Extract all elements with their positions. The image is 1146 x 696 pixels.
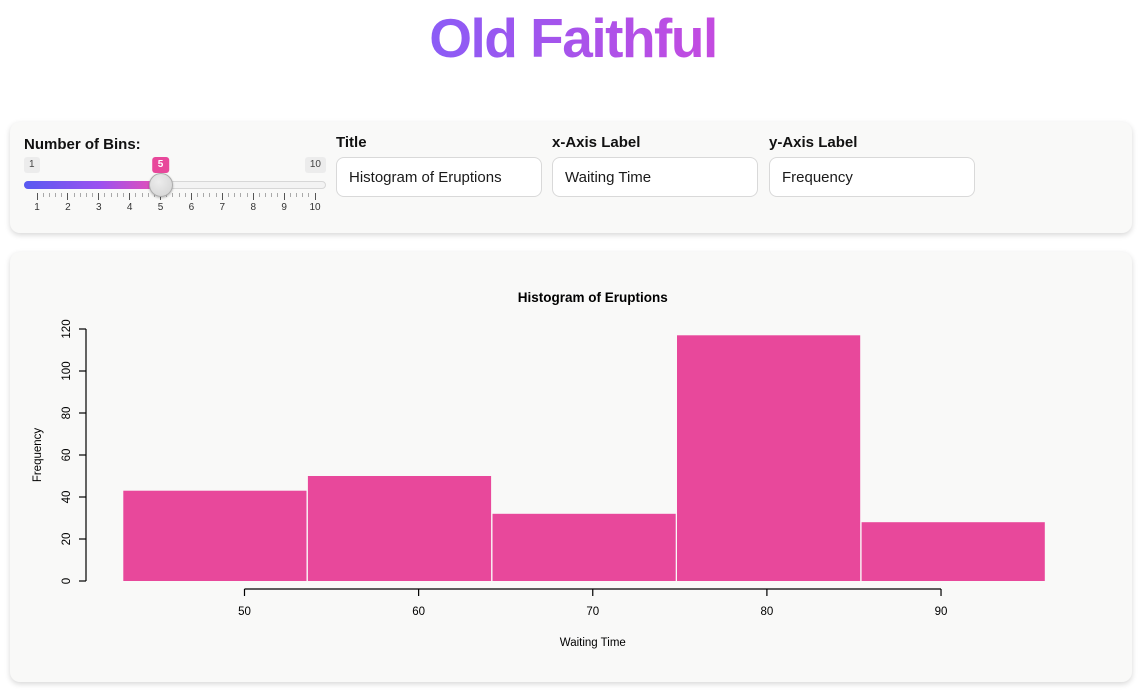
slider-minor-tick bbox=[203, 193, 205, 197]
slider-minor-tick bbox=[122, 193, 124, 197]
slider-minor-tick bbox=[178, 193, 180, 197]
slider-tick-label: 4 bbox=[126, 202, 133, 213]
slider-minor-tick bbox=[197, 193, 199, 197]
slider-tick-label: 7 bbox=[219, 202, 226, 213]
slider-minor-tick bbox=[209, 193, 211, 197]
y-tick-label: 0 bbox=[61, 578, 73, 584]
slider-tick bbox=[67, 193, 69, 200]
slider-minor-tick bbox=[184, 193, 186, 197]
slider-tick bbox=[129, 193, 131, 200]
slider-minor-tick bbox=[240, 193, 242, 197]
y-axis-title: Frequency bbox=[32, 428, 44, 483]
slider-tick-label: 8 bbox=[250, 202, 256, 213]
slider-min-badge: 1 bbox=[24, 157, 40, 173]
yaxis-label-input-group: y-Axis Label bbox=[769, 134, 975, 197]
slider-minor-tick bbox=[73, 193, 75, 197]
bins-slider-label: Number of Bins: bbox=[24, 136, 141, 153]
controls-panel: Number of Bins: 1 10 5 1 2 3 4 5 6 7 8 9 10 Title… bbox=[10, 122, 1132, 233]
slider-minor-tick bbox=[265, 193, 267, 197]
chart-title: Histogram of Eruptions bbox=[518, 290, 668, 305]
y-tick-label: 120 bbox=[61, 319, 73, 338]
x-tick-label: 60 bbox=[412, 606, 425, 618]
histogram-bar bbox=[861, 522, 1045, 581]
slider-tick-label: 1 bbox=[34, 202, 40, 213]
y-tick-label: 100 bbox=[61, 361, 73, 380]
slider-minor-tick bbox=[79, 193, 81, 197]
histogram-bar bbox=[492, 513, 676, 581]
slider-tick bbox=[190, 193, 192, 200]
slider-minor-tick bbox=[92, 193, 94, 197]
y-tick-label: 40 bbox=[61, 491, 73, 504]
slider-minor-tick bbox=[246, 193, 248, 197]
histogram-bar bbox=[123, 490, 307, 581]
slider-tick bbox=[221, 193, 223, 200]
histogram-plot: 0 20 40 60 80 100 120 Frequency 50 60 70 80 90 Waitin… bbox=[32, 290, 1045, 649]
slider-minor-tick bbox=[147, 193, 149, 197]
slider-minor-tick bbox=[258, 193, 260, 197]
slider-minor-tick bbox=[104, 193, 106, 197]
x-tick-label: 90 bbox=[935, 606, 948, 618]
slider-minor-tick bbox=[42, 193, 44, 197]
slider-minor-tick bbox=[308, 193, 310, 197]
slider-value-badge: 5 bbox=[151, 157, 170, 173]
slider-minor-tick bbox=[141, 193, 143, 197]
xaxis-label-input-group: x-Axis Label bbox=[552, 134, 758, 197]
slider-tick bbox=[283, 193, 285, 200]
slider-minor-tick bbox=[85, 193, 87, 197]
slider-tick-label: 3 bbox=[95, 202, 102, 213]
x-tick-label: 50 bbox=[238, 606, 251, 618]
slider-tick-label: 9 bbox=[281, 202, 287, 213]
bins-slider-group: Number of Bins: 1 10 5 1 2 3 4 5 6 7 8 9 10 bbox=[24, 136, 336, 221]
x-axis-title: Waiting Time bbox=[560, 637, 626, 649]
slider-minor-tick bbox=[277, 193, 279, 197]
title-input-group: Title bbox=[336, 134, 542, 197]
slider-tick bbox=[98, 193, 100, 200]
slider-tick-label: 10 bbox=[309, 202, 321, 213]
xaxis-input-label: x-Axis Label bbox=[552, 134, 641, 151]
y-tick-label: 20 bbox=[61, 533, 73, 546]
plot-panel: 0 20 40 60 80 100 120 Frequency 50 60 70 80 90 Waitin… bbox=[10, 252, 1132, 682]
slider-tick-label: 6 bbox=[188, 202, 195, 213]
bins-slider[interactable]: 1 10 5 1 2 3 4 5 6 7 8 9 10 bbox=[24, 157, 326, 221]
slider-tick bbox=[252, 193, 254, 200]
slider-minor-tick bbox=[271, 193, 273, 197]
slider-minor-tick bbox=[61, 193, 63, 197]
slider-minor-tick bbox=[302, 193, 304, 197]
y-tick-label: 60 bbox=[61, 449, 73, 462]
histogram-bar bbox=[307, 476, 492, 581]
histogram-bar bbox=[677, 335, 861, 581]
slider-minor-tick bbox=[289, 193, 291, 197]
page-title-text: Old Faithful bbox=[429, 7, 718, 69]
slider-tick-label: 5 bbox=[157, 202, 164, 213]
slider-minor-tick bbox=[55, 193, 57, 197]
page-title: Old Faithful bbox=[0, 6, 1146, 70]
slider-minor-tick bbox=[135, 193, 137, 197]
x-tick-label: 80 bbox=[761, 606, 774, 618]
slider-minor-tick bbox=[234, 193, 236, 197]
xaxis-label-input[interactable] bbox=[552, 157, 758, 197]
slider-minor-tick bbox=[48, 193, 50, 197]
title-input[interactable] bbox=[336, 157, 542, 197]
slider-tick bbox=[314, 193, 316, 200]
slider-minor-tick bbox=[172, 193, 174, 197]
slider-minor-tick bbox=[295, 193, 297, 197]
yaxis-label-input[interactable] bbox=[769, 157, 975, 197]
slider-minor-tick bbox=[215, 193, 217, 197]
slider-fill bbox=[24, 181, 161, 189]
y-tick-label: 80 bbox=[61, 407, 73, 420]
slider-minor-tick bbox=[110, 193, 112, 197]
slider-max-badge: 10 bbox=[304, 157, 326, 173]
slider-handle[interactable] bbox=[148, 173, 173, 197]
x-tick-label: 70 bbox=[586, 606, 599, 618]
title-input-label: Title bbox=[336, 134, 367, 151]
slider-tick-label: 2 bbox=[65, 202, 71, 213]
slider-minor-tick bbox=[228, 193, 229, 197]
slider-tick bbox=[36, 193, 38, 200]
slider-minor-tick bbox=[116, 193, 118, 197]
slider-grid: 1 2 3 4 5 6 7 8 9 10 bbox=[24, 193, 326, 221]
yaxis-input-label: y-Axis Label bbox=[769, 134, 858, 151]
